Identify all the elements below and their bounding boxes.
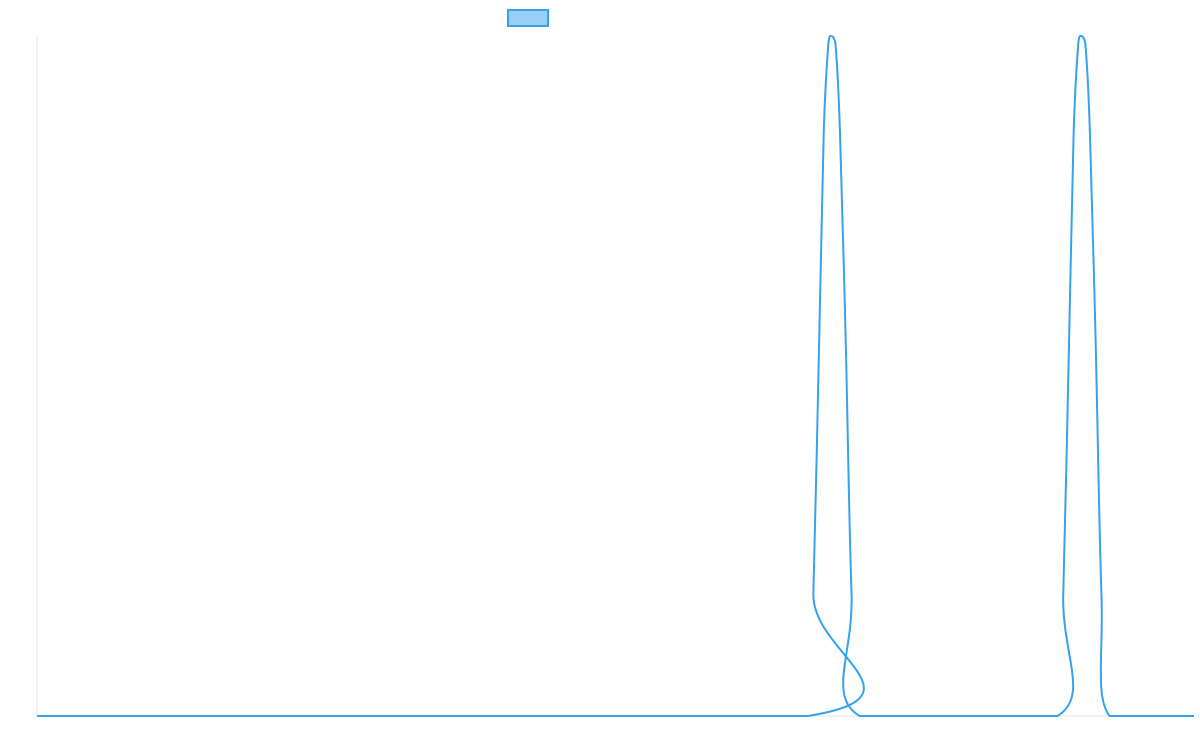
series-layer [37,35,1194,718]
legend-swatch-0[interactable] [507,9,549,27]
axes [36,36,1194,717]
legend[interactable] [507,9,549,27]
series-line-0 [37,35,1194,718]
